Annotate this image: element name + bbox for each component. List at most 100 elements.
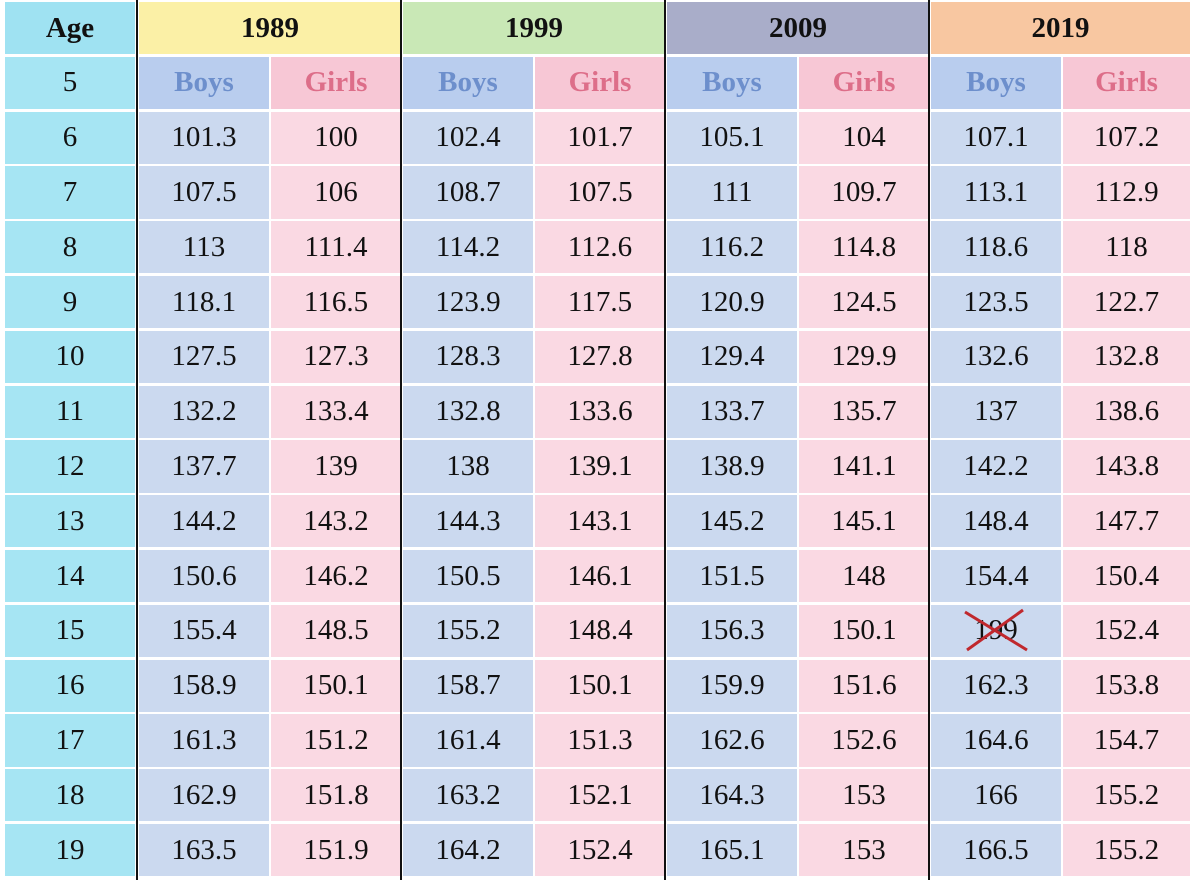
value-cell: 161.3 — [139, 714, 269, 767]
value-cell: 109.7 — [799, 166, 929, 219]
value-cell: 107.5 — [535, 166, 665, 219]
value-cell: 107.2 — [1063, 111, 1190, 164]
age-cell: 14 — [5, 550, 135, 603]
value-cell: 114.2 — [403, 221, 533, 274]
age-cell: 9 — [5, 276, 135, 329]
value-cell: 151.3 — [535, 714, 665, 767]
value-cell: 143.1 — [535, 495, 665, 548]
value-cell: 162.3 — [931, 659, 1061, 712]
age-cell: 7 — [5, 166, 135, 219]
value-cell: 164.2 — [403, 824, 533, 877]
value-cell: 145.1 — [799, 495, 929, 548]
group-separator — [136, 0, 138, 880]
gender-header: Boys — [139, 56, 269, 110]
value-cell: 155.4 — [139, 604, 269, 658]
age-cell: 5 — [5, 56, 135, 110]
age-cell: 13 — [5, 495, 135, 548]
value-cell: 139.1 — [535, 440, 665, 493]
value-cell: 152.4 — [1063, 604, 1190, 658]
value-cell: 117.5 — [535, 276, 665, 329]
age-cell: 11 — [5, 385, 135, 438]
value-cell: 162.9 — [139, 769, 269, 822]
value-cell: 150.1 — [799, 604, 929, 658]
value-cell: 151.5 — [667, 550, 797, 603]
value-cell: 127.8 — [535, 330, 665, 384]
value-cell: 144.3 — [403, 495, 533, 548]
value-cell: 154.4 — [931, 550, 1061, 603]
value-cell: 153.8 — [1063, 659, 1190, 712]
value-cell: 155.2 — [1063, 824, 1190, 877]
value-cell: 129.4 — [667, 330, 797, 384]
value-cell: 144.2 — [139, 495, 269, 548]
value-cell: 138.9 — [667, 440, 797, 493]
age-cell: 12 — [5, 440, 135, 493]
value-cell: 158.9 — [139, 659, 269, 712]
value-cell: 133.7 — [667, 385, 797, 438]
value-cell: 151.9 — [271, 824, 401, 877]
value-cell: 164.3 — [667, 769, 797, 822]
value-cell: 148.5 — [271, 604, 401, 658]
group-separator — [664, 0, 666, 880]
age-cell: 19 — [5, 824, 135, 877]
value-cell: 127.3 — [271, 330, 401, 384]
value-cell: 132.6 — [931, 330, 1061, 384]
value-cell: 138.6 — [1063, 385, 1190, 438]
gender-header: Girls — [1063, 56, 1190, 110]
value-cell: 118.1 — [139, 276, 269, 329]
value-cell: 156.3 — [667, 604, 797, 658]
value-cell: 161.4 — [403, 714, 533, 767]
value-cell: 162.6 — [667, 714, 797, 767]
value-cell: 111 — [667, 166, 797, 219]
value-cell: 164.6 — [931, 714, 1061, 767]
value-cell: 153 — [799, 824, 929, 877]
value-cell: 116.5 — [271, 276, 401, 329]
value-cell: 105.1 — [667, 111, 797, 164]
value-cell: 107.1 — [931, 111, 1061, 164]
value-cell: 145.2 — [667, 495, 797, 548]
value-cell: 135.7 — [799, 385, 929, 438]
value-cell: 147.7 — [1063, 495, 1190, 548]
value-cell: 152.1 — [535, 769, 665, 822]
value-cell: 120.9 — [667, 276, 797, 329]
value-cell: 137.7 — [139, 440, 269, 493]
value-cell: 158.7 — [403, 659, 533, 712]
value-cell: 108.7 — [403, 166, 533, 219]
value-cell: 118.6 — [931, 221, 1061, 274]
value-cell: 141.1 — [799, 440, 929, 493]
value-cell: 150.6 — [139, 550, 269, 603]
value-cell: 148 — [799, 550, 929, 603]
age-cell: 10 — [5, 330, 135, 384]
value-cell: 101.7 — [535, 111, 665, 164]
value-cell: 153 — [799, 769, 929, 822]
gender-header: Boys — [403, 56, 533, 110]
value-cell: 132.8 — [1063, 330, 1190, 384]
age-cell: 15 — [5, 604, 135, 658]
value-cell: 154.7 — [1063, 714, 1190, 767]
value-cell: 112.6 — [535, 221, 665, 274]
value-cell: 129.9 — [799, 330, 929, 384]
age-cell: 18 — [5, 769, 135, 822]
value-cell: 113.1 — [931, 166, 1061, 219]
age-cell: 16 — [5, 659, 135, 712]
value-cell: 112.9 — [1063, 166, 1190, 219]
age-header: Age — [5, 2, 135, 55]
value-cell: 128.3 — [403, 330, 533, 384]
year-header: 1999 — [403, 2, 665, 55]
gender-header: Boys — [667, 56, 797, 110]
value-cell: 100 — [271, 111, 401, 164]
value-cell: 143.8 — [1063, 440, 1190, 493]
value-cell: 123.5 — [931, 276, 1061, 329]
age-cell: 17 — [5, 714, 135, 767]
gender-header: Boys — [931, 56, 1061, 110]
value-cell: 124.5 — [799, 276, 929, 329]
value-cell: 133.6 — [535, 385, 665, 438]
value-cell: 151.6 — [799, 659, 929, 712]
value-cell: 163.2 — [403, 769, 533, 822]
value-cell: 142.2 — [931, 440, 1061, 493]
value-cell: 143.2 — [271, 495, 401, 548]
value-cell: 151.2 — [271, 714, 401, 767]
value-cell: 138 — [403, 440, 533, 493]
value-cell: 165.1 — [667, 824, 797, 877]
value-cell: 133.4 — [271, 385, 401, 438]
